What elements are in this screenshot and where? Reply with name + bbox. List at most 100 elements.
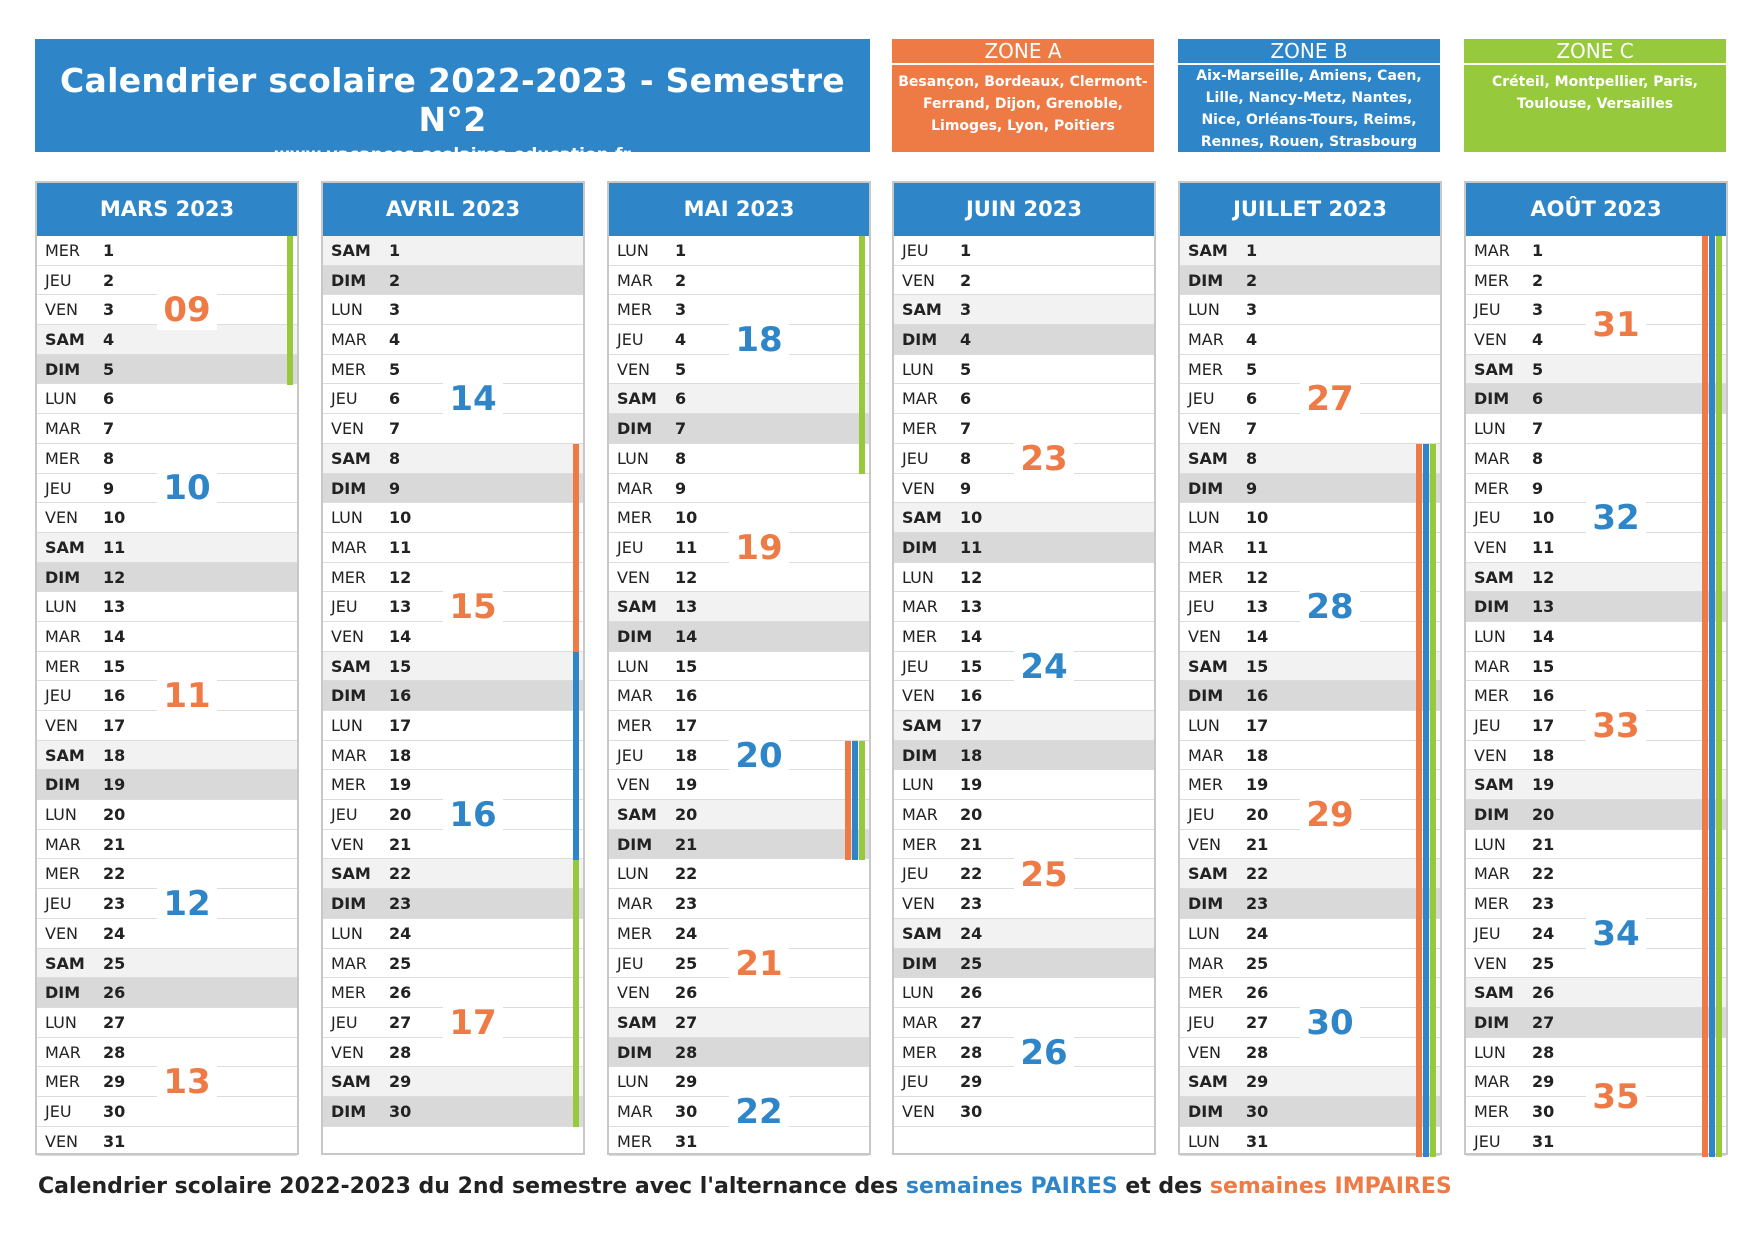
day-name: JEU — [45, 1101, 72, 1121]
day-name: MER — [1474, 270, 1510, 290]
day-number: 26 — [1532, 983, 1555, 1003]
holiday-bar-zone-c — [1430, 443, 1436, 1157]
day-row: MAR 4 — [323, 325, 583, 355]
day-name: LUN — [1188, 923, 1220, 943]
day-name: SAM — [1188, 864, 1228, 884]
day-name: MAR — [1188, 537, 1224, 557]
day-row: SAM 15 — [323, 651, 583, 682]
day-name: LUN — [1474, 1042, 1506, 1062]
day-number: 22 — [1246, 864, 1269, 884]
day-name: LUN — [617, 241, 649, 260]
day-number: 19 — [675, 775, 698, 795]
day-name: MER — [331, 775, 367, 795]
day-name: DIM — [1188, 478, 1224, 498]
day-number: 10 — [675, 508, 698, 528]
day-number: 3 — [960, 300, 972, 320]
day-name: JEU — [1188, 389, 1215, 409]
day-number: 25 — [1246, 953, 1269, 973]
day-name: MAR — [1474, 448, 1510, 468]
day-number: 27 — [103, 1012, 126, 1032]
day-number: 10 — [960, 508, 983, 528]
month-column: MARS 2023 MER 1 JEU 2 VEN 3 SAM 4 DIM 5 LUN 6 MAR 7 MER… — [35, 181, 299, 1157]
week-number: 16 — [403, 793, 543, 837]
day-row: MAR 25 — [1180, 949, 1440, 979]
day-row: SAM 8 — [1180, 443, 1440, 474]
day-name: MER — [1188, 775, 1224, 795]
title-banner: Calendrier scolaire 2022-2023 - Semestre… — [35, 39, 870, 165]
day-row: MAR 20 — [894, 800, 1154, 830]
day-row: SAM 29 — [1180, 1067, 1440, 1097]
day-name: VEN — [331, 626, 365, 646]
week-number: 32 — [1546, 496, 1686, 540]
day-name: LUN — [1474, 626, 1506, 646]
day-row: VEN 14 — [323, 622, 583, 652]
day-name: DIM — [1474, 597, 1510, 617]
day-row: MAR 15 — [1466, 652, 1726, 682]
week-number-label: 35 — [1586, 1077, 1646, 1118]
day-name: SAM — [1188, 241, 1228, 260]
day-name: JEU — [902, 241, 929, 260]
day-list: JEU 1 VEN 2 SAM 3 DIM 4 LUN 5 MAR 6 MER 7 JEU 8 VEN 9 SAM 1… — [894, 236, 1154, 1127]
day-row: JEU 27 — [323, 1008, 583, 1038]
day-number: 28 — [1532, 1042, 1555, 1062]
month-column: JUIN 2023 JEU 1 VEN 2 SAM 3 DIM 4 LUN 5 MAR 6 MER 7 JEU… — [892, 181, 1156, 1155]
day-row: MAR 11 — [323, 533, 583, 563]
day-name: DIM — [617, 1042, 653, 1062]
day-row: LUN 26 — [894, 978, 1154, 1008]
day-name: MER — [1474, 894, 1510, 914]
day-row: DIM 26 — [37, 978, 297, 1008]
zone-a-box: ZONE A Besançon, Bordeaux, Clermont-Ferr… — [892, 39, 1154, 152]
day-name: SAM — [1474, 775, 1514, 795]
day-number: 9 — [1246, 478, 1258, 498]
day-name: VEN — [617, 359, 651, 379]
day-name: VEN — [1188, 626, 1222, 646]
week-number-label: 32 — [1586, 498, 1646, 539]
day-number: 8 — [1532, 448, 1544, 468]
day-row: DIM 25 — [894, 948, 1154, 979]
day-name: MER — [331, 983, 367, 1003]
day-number: 6 — [960, 389, 972, 409]
day-number: 12 — [389, 567, 412, 587]
day-name: LUN — [1474, 834, 1506, 854]
day-row: DIM 4 — [894, 325, 1154, 355]
day-number: 20 — [1532, 805, 1555, 825]
week-number-label: 21 — [729, 943, 789, 984]
day-name: MER — [45, 864, 81, 884]
day-number: 22 — [960, 864, 983, 884]
day-row: VEN 28 — [323, 1038, 583, 1068]
day-number: 12 — [1246, 567, 1269, 587]
day-number: 4 — [960, 330, 972, 350]
day-name: MER — [617, 1131, 653, 1151]
day-name: SAM — [902, 716, 942, 735]
day-name: MAR — [617, 270, 653, 290]
day-number: 23 — [675, 894, 698, 914]
day-number: 31 — [675, 1131, 698, 1151]
day-row: DIM 12 — [37, 562, 297, 593]
day-name: VEN — [45, 923, 79, 943]
day-row: LUN 15 — [609, 652, 869, 682]
day-number: 12 — [960, 567, 983, 587]
day-name: SAM — [45, 330, 85, 350]
day-row: VEN 16 — [894, 681, 1154, 711]
day-name: MAR — [1474, 864, 1510, 884]
day-name: MAR — [1474, 656, 1510, 676]
day-name: DIM — [1188, 894, 1224, 914]
day-number: 25 — [1532, 953, 1555, 973]
day-number: 18 — [960, 745, 983, 765]
day-name: JEU — [617, 953, 644, 973]
day-name: MAR — [331, 953, 367, 973]
day-row: MER 30 — [1466, 1097, 1726, 1127]
day-number: 7 — [1532, 419, 1544, 439]
day-number: 25 — [675, 953, 698, 973]
day-name: LUN — [617, 1072, 649, 1092]
day-row: DIM 2 — [323, 265, 583, 296]
week-number-label: 27 — [1300, 379, 1360, 420]
day-name: VEN — [1474, 330, 1508, 350]
day-number: 29 — [675, 1072, 698, 1092]
day-number: 17 — [1532, 716, 1555, 735]
day-number: 2 — [103, 270, 115, 290]
day-row: VEN 19 — [609, 770, 869, 801]
day-name: LUN — [1188, 300, 1220, 320]
day-number: 4 — [1532, 330, 1544, 350]
day-row: LUN 17 — [1180, 711, 1440, 741]
